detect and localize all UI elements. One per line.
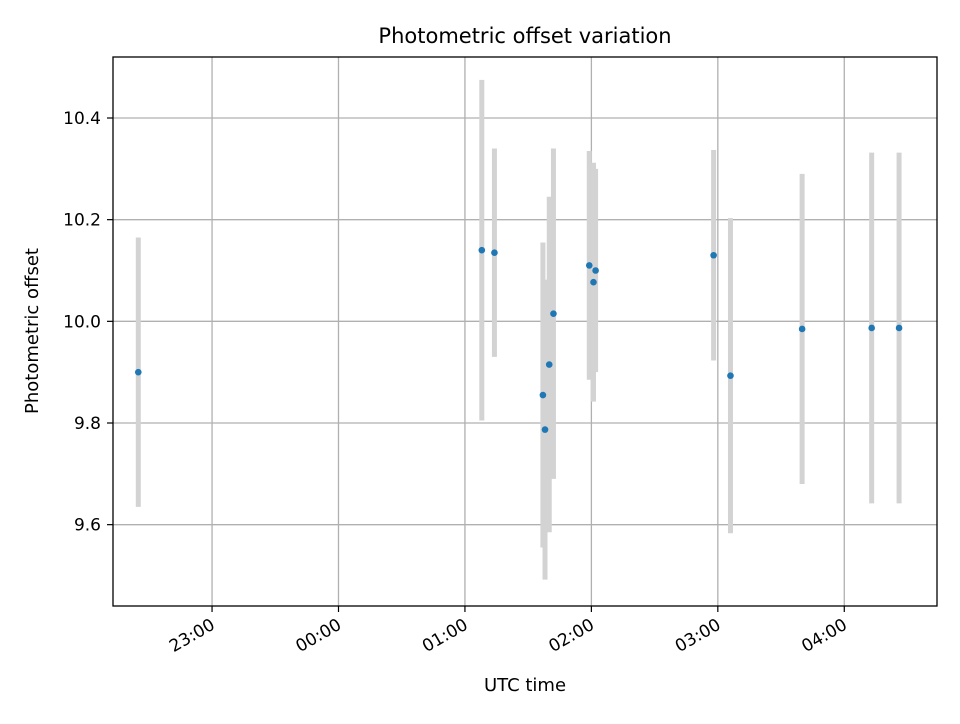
data-point [550, 310, 557, 318]
data-point [592, 267, 599, 274]
grid-layer [113, 57, 937, 606]
data-point [541, 426, 549, 433]
data-point [798, 325, 806, 333]
data-point [545, 361, 553, 368]
data-point [895, 324, 903, 332]
point-layer [134, 246, 903, 433]
y-tick-label: 10.4 [63, 109, 101, 129]
data-point [478, 246, 486, 254]
y-tick-label: 9.8 [74, 414, 101, 434]
y-tick-label: 10.2 [63, 211, 101, 231]
data-point [539, 391, 547, 399]
data-point [134, 368, 142, 376]
data-point [727, 372, 734, 380]
y-tick-label: 10.0 [63, 312, 101, 332]
y-axis-title: Photometric offset [22, 248, 43, 414]
data-point [590, 278, 597, 286]
y-tick-label: 9.6 [74, 516, 101, 536]
x-axis-title: UTC time [484, 675, 566, 696]
data-point [585, 262, 593, 269]
data-point [491, 249, 498, 257]
plot-frame [112, 56, 938, 607]
data-point [868, 324, 875, 332]
chart-title: Photometric offset variation [378, 24, 671, 48]
data-point [710, 251, 717, 259]
